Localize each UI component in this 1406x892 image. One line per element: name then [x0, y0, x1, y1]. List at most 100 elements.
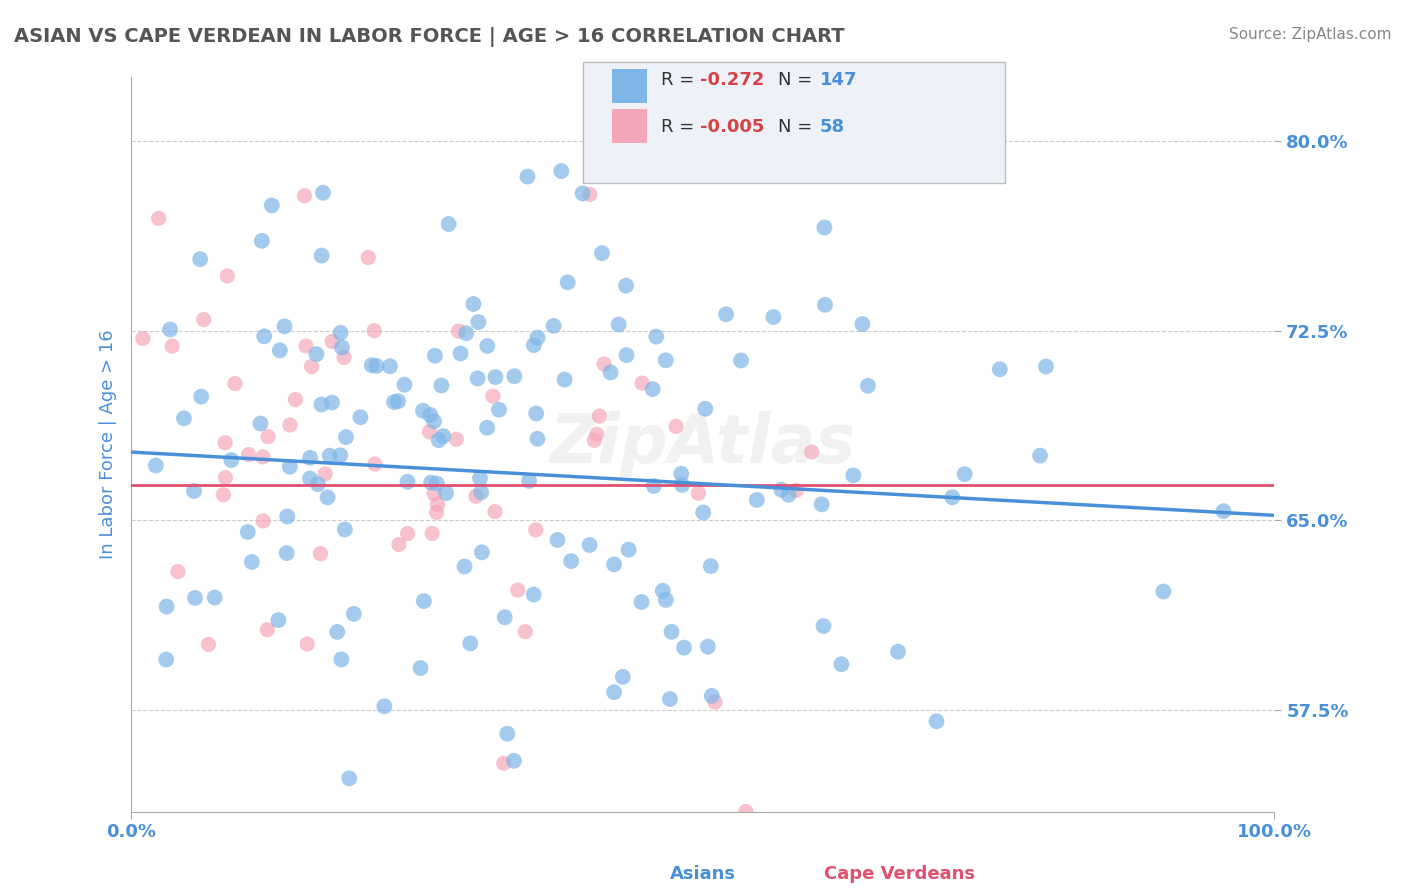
Point: [800, 445, 823, 459]
Point: [412, 403, 434, 417]
Point: [447, 324, 470, 338]
Point: [673, 640, 696, 655]
Point: [745, 492, 768, 507]
Point: [188, 252, 211, 267]
Point: [578, 187, 600, 202]
Point: [810, 497, 832, 511]
Point: [132, 331, 155, 345]
Point: [326, 624, 349, 639]
Point: [305, 347, 328, 361]
Point: [645, 329, 668, 343]
Point: [321, 395, 343, 409]
Point: [148, 211, 170, 226]
Point: [770, 483, 793, 497]
Point: [423, 414, 446, 428]
Point: [184, 591, 207, 605]
Point: [467, 371, 489, 385]
Point: [842, 468, 865, 483]
Point: [160, 339, 183, 353]
Point: [1035, 359, 1057, 374]
Point: [295, 339, 318, 353]
Point: [524, 523, 547, 537]
Point: [301, 359, 323, 374]
Point: [387, 394, 409, 409]
Point: [471, 545, 494, 559]
Point: [427, 433, 450, 447]
Point: [460, 636, 482, 650]
Point: [830, 657, 852, 672]
Point: [617, 542, 640, 557]
Point: [253, 329, 276, 343]
Point: [599, 366, 621, 380]
Text: ASIAN VS CAPE VERDEAN IN LABOR FORCE | AGE > 16 CORRELATION CHART: ASIAN VS CAPE VERDEAN IN LABOR FORCE | A…: [14, 27, 845, 46]
Point: [214, 435, 236, 450]
Point: [988, 362, 1011, 376]
Point: [307, 477, 329, 491]
Point: [329, 448, 352, 462]
Point: [378, 359, 401, 374]
Point: [607, 318, 630, 332]
Point: [578, 538, 600, 552]
Point: [297, 637, 319, 651]
Point: [643, 479, 665, 493]
Point: [412, 594, 434, 608]
Point: [655, 593, 678, 607]
Point: [357, 251, 380, 265]
Point: [557, 276, 579, 290]
Point: [484, 505, 506, 519]
Point: [851, 317, 873, 331]
Point: [396, 475, 419, 489]
Point: [554, 373, 576, 387]
Point: [360, 358, 382, 372]
Point: [349, 410, 371, 425]
Point: [546, 533, 568, 547]
Point: [1212, 504, 1234, 518]
Point: [316, 491, 339, 505]
Point: [217, 268, 239, 283]
Point: [887, 645, 910, 659]
Point: [252, 450, 274, 464]
Point: [373, 699, 395, 714]
Point: [432, 429, 454, 443]
Point: [560, 554, 582, 568]
Point: [484, 370, 506, 384]
Point: [661, 624, 683, 639]
Point: [197, 637, 219, 651]
Point: [437, 217, 460, 231]
Point: [517, 474, 540, 488]
Text: 147: 147: [820, 71, 858, 89]
Point: [585, 427, 607, 442]
Point: [252, 514, 274, 528]
Point: [418, 425, 440, 439]
Point: [236, 524, 259, 539]
Point: [700, 559, 723, 574]
Point: [477, 339, 499, 353]
Text: ZipAtlas: ZipAtlas: [550, 411, 856, 477]
Point: [523, 338, 546, 352]
Point: [145, 458, 167, 473]
Point: [183, 483, 205, 498]
Point: [312, 186, 335, 200]
Text: N =: N =: [778, 71, 817, 89]
Point: [496, 726, 519, 740]
Point: [434, 486, 457, 500]
Point: [762, 310, 785, 324]
Point: [494, 610, 516, 624]
Point: [155, 652, 177, 666]
Point: [641, 382, 664, 396]
Point: [456, 326, 478, 341]
Point: [214, 470, 236, 484]
Text: R =: R =: [661, 71, 700, 89]
Point: [516, 169, 538, 184]
Point: [583, 434, 606, 448]
Point: [582, 144, 605, 158]
Point: [330, 652, 353, 666]
Point: [927, 156, 949, 170]
Point: [700, 689, 723, 703]
Point: [249, 417, 271, 431]
Point: [366, 359, 388, 373]
Point: [321, 334, 343, 349]
Point: [298, 471, 321, 485]
Point: [155, 599, 177, 614]
Point: [488, 402, 510, 417]
